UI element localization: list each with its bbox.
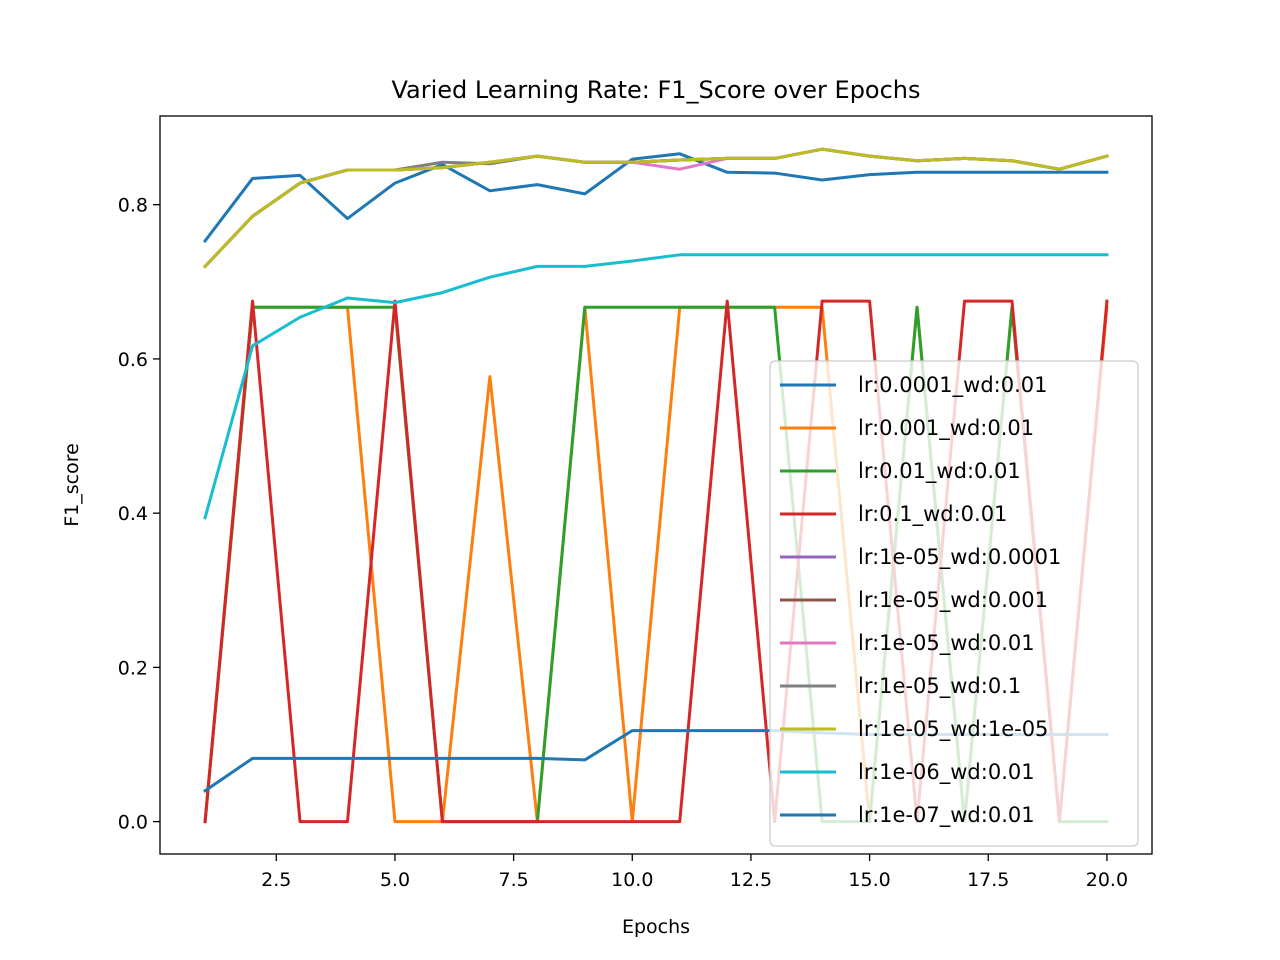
x-tick-label: 20.0 — [1086, 869, 1128, 891]
legend-entry-label: lr:1e-05_wd:0.1 — [858, 674, 1021, 699]
y-axis-label: F1_score — [61, 443, 83, 527]
plot-frame — [159, 115, 1153, 855]
legend-entry-label: lr:0.001_wd:0.01 — [858, 416, 1034, 441]
x-axis-ticks: 2.5 5.0 7.5 10.0 12.5 15.0 17.5 20.0 — [261, 854, 1128, 891]
x-tick-label: 7.5 — [498, 869, 528, 891]
legend-entry-label: lr:0.01_wd:0.01 — [858, 459, 1021, 484]
x-tick-label: 2.5 — [261, 869, 291, 891]
y-axis-ticks: 0.0 0.2 0.4 0.6 0.8 — [118, 195, 160, 834]
legend: lr:0.0001_wd:0.01 lr:0.001_wd:0.01 lr:0.01… — [769, 360, 1139, 847]
legend-entry-label: lr:0.1_wd:0.01 — [858, 502, 1007, 527]
legend-entry-label: lr:1e-05_wd:0.0001 — [858, 545, 1061, 570]
y-tick-label: 0.2 — [118, 657, 148, 679]
series-line-0 — [202, 152, 1109, 244]
x-tick-label: 10.0 — [611, 869, 653, 891]
legend-box — [769, 360, 1139, 847]
y-tick-label: 0.0 — [118, 812, 148, 834]
x-tick-label: 5.0 — [380, 869, 410, 891]
legend-entry-label: lr:1e-05_wd:0.01 — [858, 631, 1035, 656]
x-axis-label: Epochs — [622, 916, 690, 938]
chart-title: Varied Learning Rate: F1_Score over Epoc… — [391, 76, 920, 104]
legend-entry-label: lr:0.0001_wd:0.01 — [858, 373, 1048, 398]
legend-entry-label: lr:1e-07_wd:0.01 — [858, 803, 1035, 828]
x-tick-label: 12.5 — [730, 869, 772, 891]
legend-entry-label: lr:1e-05_wd:1e-05 — [858, 717, 1048, 742]
y-tick-label: 0.8 — [118, 195, 148, 217]
legend-entry-label: lr:1e-05_wd:0.001 — [858, 588, 1048, 613]
series-line-8 — [202, 147, 1109, 269]
legend-entry-label: lr:1e-06_wd:0.01 — [858, 760, 1035, 785]
x-tick-label: 15.0 — [848, 869, 890, 891]
y-tick-label: 0.6 — [118, 349, 148, 371]
series-line-9 — [203, 253, 1109, 520]
y-tick-label: 0.4 — [118, 503, 148, 525]
x-tick-label: 17.5 — [967, 869, 1009, 891]
